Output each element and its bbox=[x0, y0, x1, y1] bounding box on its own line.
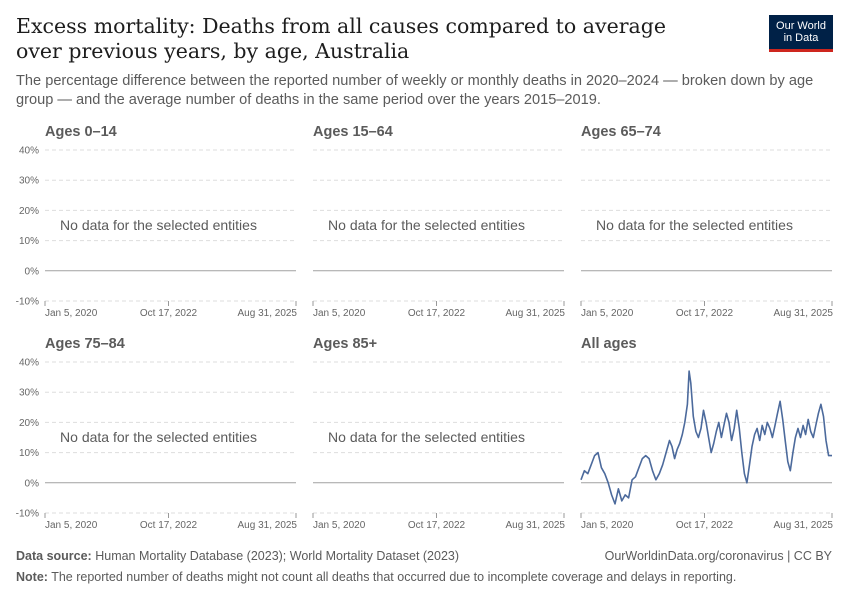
x-tick-label: Oct 17, 2022 bbox=[140, 520, 198, 531]
x-tick-label: Oct 17, 2022 bbox=[676, 308, 734, 319]
no-data-message: No data for the selected entities bbox=[60, 217, 257, 233]
data-source: Data source: Human Mortality Database (2… bbox=[16, 548, 459, 564]
small-multiples-chart: Ages 0–14 -10% 0% 10% 20% 30% 40% Jan 5, 2020 Oc… bbox=[16, 124, 834, 531]
no-data-message: No data for the selected entities bbox=[328, 429, 525, 445]
y-tick-label: 10% bbox=[19, 448, 39, 459]
y-tick-label: 20% bbox=[19, 206, 39, 217]
data-source-text[interactable]: Human Mortality Database (2023); World M… bbox=[95, 549, 460, 563]
note: Note: The reported number of deaths migh… bbox=[16, 569, 736, 585]
y-tick-label: 0% bbox=[25, 478, 40, 489]
y-tick-label: 10% bbox=[19, 236, 39, 247]
y-tick-label: -10% bbox=[16, 297, 39, 308]
x-tick-label: Jan 5, 2020 bbox=[313, 520, 366, 531]
no-data-message: No data for the selected entities bbox=[328, 217, 525, 233]
panel-title: All ages bbox=[581, 336, 637, 352]
note-label: Note: bbox=[16, 570, 48, 584]
note-text: The reported number of deaths might not … bbox=[51, 570, 737, 584]
x-tick-label: Aug 31, 2025 bbox=[506, 308, 566, 319]
x-tick-label: Oct 17, 2022 bbox=[408, 520, 466, 531]
x-tick-label: Jan 5, 2020 bbox=[581, 308, 634, 319]
y-tick-label: 30% bbox=[19, 176, 39, 187]
y-tick-label: 40% bbox=[19, 358, 39, 369]
x-tick-label: Oct 17, 2022 bbox=[408, 308, 466, 319]
page-subtitle: The percentage difference between the re… bbox=[16, 73, 814, 108]
x-tick-label: Oct 17, 2022 bbox=[676, 520, 734, 531]
x-tick-label: Aug 31, 2025 bbox=[238, 520, 298, 531]
no-data-message: No data for the selected entities bbox=[60, 429, 257, 445]
panel-title: Ages 75–84 bbox=[45, 336, 125, 352]
x-tick-label: Jan 5, 2020 bbox=[45, 308, 98, 319]
x-tick-label: Jan 5, 2020 bbox=[45, 520, 98, 531]
no-data-message: No data for the selected entities bbox=[596, 217, 793, 233]
y-tick-label: -10% bbox=[16, 509, 39, 520]
x-tick-label: Oct 17, 2022 bbox=[140, 308, 198, 319]
footer-link[interactable]: OurWorldinData.org/coronavirus | CC BY bbox=[604, 549, 832, 563]
x-tick-label: Jan 5, 2020 bbox=[313, 308, 366, 319]
series-line-all-ages bbox=[580, 370, 832, 505]
logo-line-2: in Data bbox=[783, 32, 819, 44]
panel-title: Ages 85+ bbox=[313, 336, 377, 352]
y-tick-label: 30% bbox=[19, 388, 39, 399]
page-title: Excess mortality: Deaths from all causes… bbox=[16, 14, 666, 63]
panel-title: Ages 65–74 bbox=[581, 124, 661, 140]
panel-title: Ages 15–64 bbox=[313, 124, 393, 140]
logo-line-1: Our World bbox=[776, 20, 826, 32]
y-tick-label: 20% bbox=[19, 418, 39, 429]
x-tick-label: Aug 31, 2025 bbox=[238, 308, 298, 319]
x-tick-label: Aug 31, 2025 bbox=[774, 308, 834, 319]
y-tick-label: 40% bbox=[19, 146, 39, 157]
y-tick-label: 0% bbox=[25, 266, 40, 277]
x-tick-label: Aug 31, 2025 bbox=[774, 520, 834, 531]
panel-title: Ages 0–14 bbox=[45, 124, 117, 140]
owid-logo[interactable]: Our World in Data bbox=[769, 15, 833, 52]
x-tick-label: Jan 5, 2020 bbox=[581, 520, 634, 531]
data-source-label: Data source: bbox=[16, 549, 92, 563]
x-tick-label: Aug 31, 2025 bbox=[506, 520, 566, 531]
